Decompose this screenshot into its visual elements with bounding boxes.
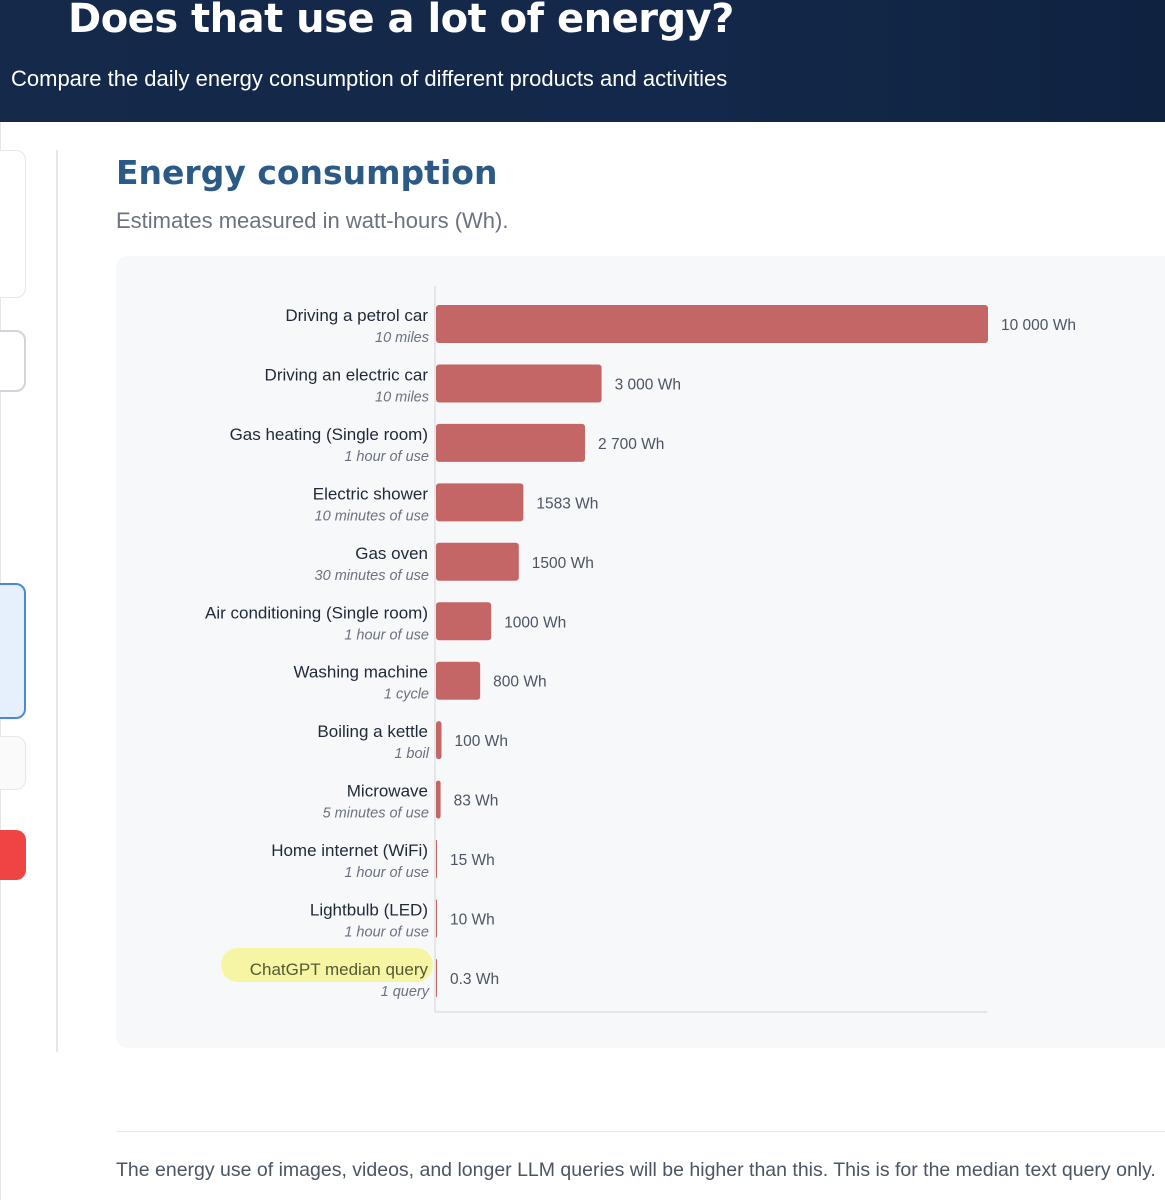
bar <box>436 305 988 343</box>
category-label: Driving a petrol car <box>285 306 428 325</box>
bar-row: Driving a petrol car 10 miles 10 000 Wh <box>285 305 1076 346</box>
category-sublabel: 10 miles <box>375 330 429 346</box>
side-card-selected[interactable] <box>0 583 26 719</box>
bar-row: Electric shower 10 minutes of use 1583 Wh <box>313 483 598 524</box>
bar <box>436 840 437 879</box>
category-label: Home internet (WiFi) <box>271 841 428 860</box>
value-label: 83 Wh <box>454 793 499 810</box>
bar <box>436 602 492 641</box>
side-card[interactable] <box>0 736 26 790</box>
page-subtitle: Compare the daily energy consumption of … <box>11 66 728 91</box>
bar <box>436 661 481 700</box>
side-input[interactable] <box>0 330 26 392</box>
value-label: 1500 Wh <box>532 555 594 572</box>
bar-row: Home internet (WiFi) 1 hour of use 15 Wh <box>271 840 495 881</box>
category-sublabel: 10 minutes of use <box>315 508 429 524</box>
footnote: The energy use of images, videos, and lo… <box>116 1159 1156 1181</box>
bar <box>436 483 524 522</box>
category-sublabel: 1 hour of use <box>344 449 429 465</box>
bar <box>436 899 437 938</box>
category-label: Washing machine <box>294 663 429 682</box>
category-sublabel: 5 minutes of use <box>323 806 429 822</box>
value-label: 0.3 Wh <box>450 971 499 988</box>
bar <box>436 542 519 581</box>
bar-row: Boiling a kettle 1 boil 100 Wh <box>317 721 508 762</box>
page-header: Does that use a lot of energy? Compare t… <box>0 0 1165 122</box>
side-card[interactable] <box>0 150 26 298</box>
category-label: Air conditioning (Single room) <box>205 603 428 622</box>
panel-divider <box>56 150 58 1052</box>
category-sublabel: 1 boil <box>394 746 429 762</box>
bar-row: Gas heating (Single room) 1 hour of use 2 … <box>230 423 664 465</box>
value-label: 10 Wh <box>450 912 495 929</box>
divider <box>116 1131 1165 1132</box>
value-label: 1583 Wh <box>536 495 598 512</box>
bar <box>436 958 437 997</box>
bar-row: ChatGPT median query 1 query 0.3 Wh <box>221 947 499 1000</box>
category-label: Microwave <box>347 782 428 801</box>
value-label: 3 000 Wh <box>615 376 681 393</box>
side-action-button[interactable] <box>0 830 26 880</box>
highlight-marker <box>221 947 433 982</box>
category-label: Gas oven <box>355 544 428 563</box>
bar <box>436 780 441 819</box>
category-sublabel: 1 cycle <box>384 687 429 703</box>
category-label: Electric shower <box>313 484 429 503</box>
category-sublabel: 1 hour of use <box>344 925 429 941</box>
category-sublabel: 1 query <box>381 984 430 1000</box>
chart-title: Energy consumption <box>116 153 498 192</box>
bar-row: Lightbulb (LED) 1 hour of use 10 Wh <box>310 899 495 941</box>
chart-panel: Driving a petrol car 10 miles 10 000 Wh Dri… <box>116 256 1165 1048</box>
page-title: Does that use a lot of energy? <box>68 0 734 42</box>
bar <box>436 364 602 403</box>
bar <box>436 721 442 760</box>
category-label: ChatGPT median query <box>250 960 429 979</box>
value-label: 800 Wh <box>493 674 546 691</box>
category-label: Gas heating (Single room) <box>230 425 428 444</box>
bar <box>436 423 586 462</box>
category-sublabel: 10 miles <box>375 389 429 405</box>
value-label: 10 000 Wh <box>1001 317 1076 334</box>
bar-row: Microwave 5 minutes of use 83 Wh <box>323 780 499 822</box>
category-label: Lightbulb (LED) <box>310 901 428 920</box>
bar-row: Air conditioning (Single room) 1 hour of … <box>205 602 566 643</box>
value-label: 1000 Wh <box>504 614 566 631</box>
value-label: 15 Wh <box>450 852 495 869</box>
value-label: 100 Wh <box>455 733 508 750</box>
category-label: Boiling a kettle <box>317 722 428 741</box>
category-sublabel: 1 hour of use <box>344 627 429 643</box>
category-sublabel: 1 hour of use <box>344 865 429 881</box>
category-label: Driving an electric car <box>265 365 429 384</box>
bar-row: Gas oven 30 minutes of use 1500 Wh <box>315 542 594 584</box>
bar-row: Washing machine 1 cycle 800 Wh <box>294 661 547 703</box>
chart-subtitle: Estimates measured in watt-hours (Wh). <box>116 208 509 233</box>
category-sublabel: 30 minutes of use <box>315 568 429 584</box>
bar-row: Driving an electric car 10 miles 3 000 Wh <box>265 364 681 405</box>
value-label: 2 700 Wh <box>598 436 664 453</box>
